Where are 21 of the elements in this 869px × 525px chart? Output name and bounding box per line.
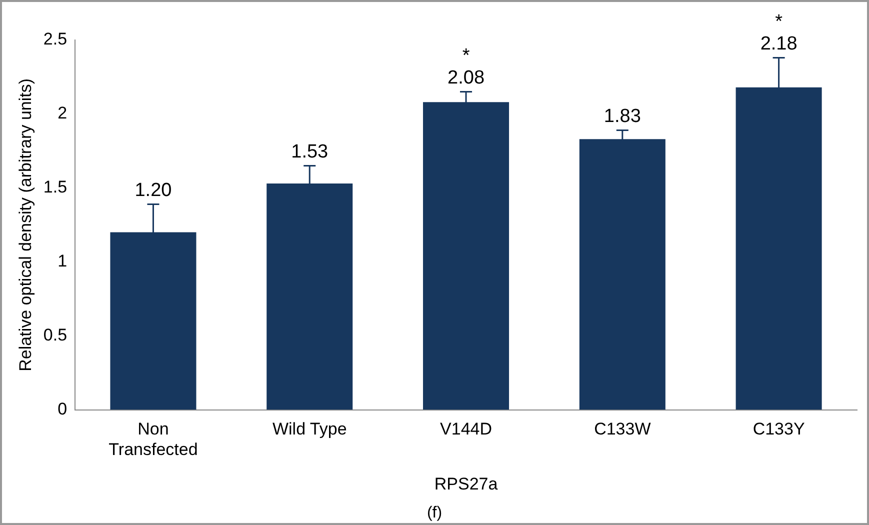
x-tick-label: V144D bbox=[440, 420, 492, 439]
y-axis-title: Relative optical density (arbitrary units) bbox=[16, 78, 35, 372]
data-label: 1.53 bbox=[291, 141, 328, 162]
y-tick-label: 2.5 bbox=[43, 30, 68, 49]
y-tick-label: 0.5 bbox=[43, 326, 68, 345]
data-label: 1.20 bbox=[134, 180, 172, 201]
y-tick-label: 2 bbox=[58, 104, 68, 123]
x-axis-title: RPS27a bbox=[434, 474, 498, 494]
x-tick-label: Non Transfected bbox=[108, 420, 198, 460]
data-label: 1.83 bbox=[604, 106, 641, 127]
x-tick-label: C133Y bbox=[752, 420, 805, 439]
y-tick-label: 0 bbox=[58, 399, 68, 418]
annotation: * bbox=[462, 46, 470, 67]
x-tick-label: C133W bbox=[594, 420, 651, 439]
y-tick-label: 1.5 bbox=[43, 178, 68, 197]
x-tick-label: Wild Type bbox=[272, 420, 347, 439]
data-label: 2.18 bbox=[760, 33, 798, 54]
text: (f) bbox=[426, 504, 442, 522]
y-tick-label: 1 bbox=[58, 252, 68, 271]
annotation: * bbox=[775, 11, 784, 32]
data-label: 2.08 bbox=[448, 68, 485, 89]
